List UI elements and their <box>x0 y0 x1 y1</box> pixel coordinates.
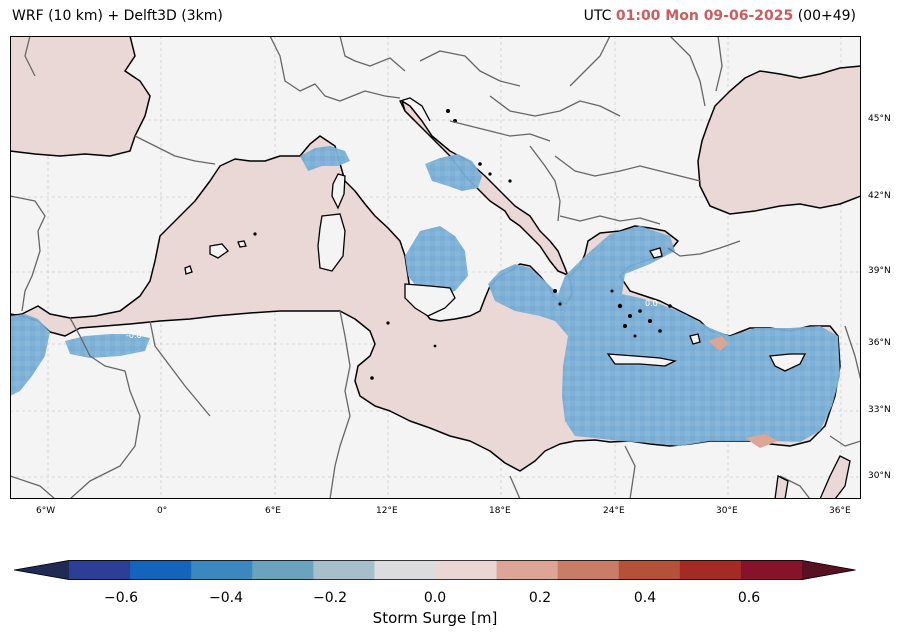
title-left: WRF (10 km) + Delft3D (3km) <box>12 8 223 24</box>
colorbar-tick: −0.2 <box>313 590 347 606</box>
island-minorca <box>237 240 247 248</box>
colorbar-segment <box>313 560 375 580</box>
colorbar-segment <box>496 560 559 580</box>
lat-tick: 45°N <box>868 114 891 124</box>
island-cyprus <box>768 353 807 372</box>
lon-tick: 18°E <box>489 506 511 516</box>
lon-tick: 36°E <box>829 506 851 516</box>
colorbar-segment <box>130 560 192 580</box>
lat-tick: 42°N <box>868 191 891 201</box>
islands <box>184 173 807 372</box>
colorbar-tick: −0.6 <box>104 590 138 606</box>
island-ibiza <box>184 265 193 275</box>
island-sardinia <box>317 213 346 272</box>
colorbar-outline <box>14 560 856 580</box>
island-lesbos <box>649 247 663 259</box>
contour-label: 0.0 <box>645 299 658 308</box>
contour-label: -0.0 <box>126 331 142 340</box>
colorbar-tick: 0.0 <box>423 590 447 606</box>
country-borders <box>10 36 861 499</box>
colorbar-tick: 0.6 <box>737 590 761 606</box>
island-mallorca <box>209 243 229 259</box>
colorbar <box>14 560 856 580</box>
positive-surge-patch <box>745 434 778 448</box>
lon-tick: 0° <box>157 506 168 516</box>
negative-surge-areas <box>10 146 840 446</box>
colorbar-segment <box>740 560 803 580</box>
lon-tick: 12°E <box>376 506 398 516</box>
lat-tick: 30°N <box>868 471 891 481</box>
lon-tick: 24°E <box>603 506 625 516</box>
lead-time: (00+49) <box>797 8 856 24</box>
coastline-adriatic <box>399 97 431 122</box>
colorbar-segment <box>252 560 314 580</box>
colorbar-segment <box>191 560 253 580</box>
storm-surge-map: -0.0 0.0 <box>10 36 861 499</box>
colorbar-segment <box>557 560 620 580</box>
colorbar-extend-high <box>802 560 856 580</box>
island-rhodes <box>689 333 701 345</box>
utc-label: UTC <box>583 8 612 24</box>
map-frame <box>10 36 861 499</box>
colorbar-segment <box>679 560 742 580</box>
sea-biscay <box>10 36 151 157</box>
lat-tick: 36°N <box>868 338 891 348</box>
aegean-islands <box>253 109 672 380</box>
colorbar-label: Storm Surge [m] <box>372 609 498 627</box>
colorbar-segment <box>374 560 436 580</box>
lat-tick: 33°N <box>868 405 891 415</box>
colorbar-tick: −0.4 <box>209 590 243 606</box>
colorbar-extend-low <box>14 560 69 580</box>
colorbar-segment <box>435 560 498 580</box>
lat-tick: 39°N <box>868 266 891 276</box>
positive-surge-patch <box>708 336 728 351</box>
lon-tick: 30°E <box>716 506 738 516</box>
colorbar-tick: 0.2 <box>528 590 552 606</box>
lon-tick: 6°E <box>265 506 281 516</box>
forecast-time: 01:00 Mon 09-06-2025 <box>615 8 794 24</box>
sea-red <box>819 455 851 499</box>
island-sicily <box>404 283 456 317</box>
island-corsica <box>331 173 346 210</box>
sea-black <box>697 65 861 215</box>
sea-caspian-edge <box>774 475 789 499</box>
colorbar-tick: 0.4 <box>633 590 657 606</box>
title-right: UTC 01:00 Mon 09-06-2025 (00+49) <box>584 8 856 24</box>
lon-tick: 6°W <box>36 506 56 516</box>
colorbar-segment <box>618 560 681 580</box>
colorbar-segment <box>69 560 131 580</box>
island-crete <box>606 353 677 367</box>
